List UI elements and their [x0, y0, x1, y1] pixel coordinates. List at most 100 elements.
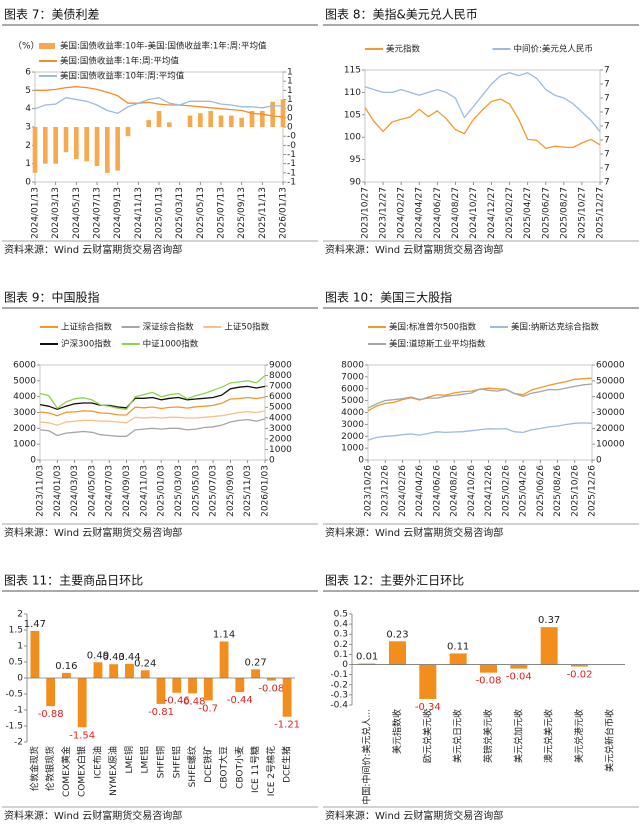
x-tick-label: 2024/05/13	[72, 187, 82, 239]
x-tick-label: 2026/01/03	[261, 465, 271, 517]
x-tick-label: 2024/06/27	[433, 187, 443, 239]
series-line	[39, 410, 266, 426]
bar	[146, 120, 151, 127]
x-tick-label: 2025/12/27	[596, 187, 606, 239]
y-tick-label: 3000	[341, 420, 364, 430]
panel-title: 图表 10：美国三大股指	[325, 290, 452, 305]
x-tick-label: ICE 11号糖	[249, 746, 261, 793]
bar	[251, 669, 261, 678]
value-label: 0.16	[55, 661, 77, 672]
legend-label: 美国:国债收益率:10年-美国:国债收益率:1年:周:平均值	[60, 41, 267, 52]
x-tick-label: 2025/10/27	[577, 187, 587, 239]
x-tick-label: 2024/01/13	[31, 187, 41, 239]
y-tick-label: 1000	[13, 440, 36, 450]
y-tick-label: 0	[342, 660, 348, 670]
y2-tick-label: 6000	[269, 392, 292, 402]
series-line	[35, 86, 284, 118]
x-tick-label: 2024/06/26	[432, 465, 442, 517]
panel-title: 图表 7：美债利差	[4, 8, 99, 22]
value-label: -0.02	[567, 670, 593, 681]
y-tick-label: 0	[358, 456, 364, 466]
x-tick-label: 2024/04/27	[415, 187, 425, 239]
x-tick-label: 2025/01/03	[157, 465, 167, 517]
x-tick-label: 美元兑加元收	[512, 709, 524, 763]
legend-label: 上证50指数	[224, 322, 269, 333]
value-label: 0.27	[244, 657, 266, 668]
y-tick-label: 5000	[341, 396, 364, 406]
series-line	[39, 385, 266, 410]
y-tick-label: 0.4	[334, 620, 349, 630]
y-tick-label: 110	[344, 88, 361, 98]
value-label: 0.37	[538, 615, 560, 626]
bar	[389, 641, 406, 665]
y2-tick-label: 7	[604, 94, 610, 104]
x-tick-label: SHFE铝	[170, 746, 182, 778]
x-tick-label: LME铜	[123, 746, 135, 773]
y2-tick-label: -1	[287, 159, 296, 169]
y2-tick-label: 0	[287, 104, 293, 114]
bar	[53, 127, 58, 164]
series-line	[367, 383, 593, 409]
bar	[571, 664, 588, 667]
x-tick-label: ICE布油	[91, 746, 103, 779]
legend-label: 美元指数	[386, 44, 421, 55]
y-tick-label: 5000	[13, 376, 36, 386]
y2-tick-label: -1	[287, 178, 296, 188]
y-tick-label: 1	[25, 159, 31, 169]
y2-tick-label: 7	[604, 150, 610, 160]
x-tick-label: DCE铁矿	[202, 746, 214, 783]
bar	[198, 113, 203, 127]
series-line	[367, 377, 593, 412]
x-tick-label: 伦敦银现货	[44, 746, 56, 791]
bar	[239, 117, 244, 127]
legend-label: 美国:道琼斯工业平均指数	[389, 339, 486, 350]
y-tick-label: -0.2	[330, 680, 348, 690]
y2-tick-label: 0	[269, 456, 275, 466]
source-note: 资料来源：Wind 云财富期货交易咨询部	[325, 243, 503, 256]
bar	[46, 678, 56, 707]
x-tick-label: 2025/06/26	[536, 465, 546, 517]
y2-tick-label: 0	[287, 113, 293, 123]
bar	[358, 663, 376, 665]
bar	[449, 653, 467, 665]
value-label: -0.7	[199, 703, 219, 714]
x-tick-label: 2024/09/13	[113, 187, 123, 239]
y2-tick-label: 1	[287, 86, 293, 96]
y-tick-label: 2	[17, 610, 23, 620]
y-tick-label: 115	[344, 66, 361, 76]
series-line	[39, 375, 266, 410]
y-tick-label: -1.5	[5, 722, 23, 732]
bar	[93, 662, 103, 678]
x-tick-label: 伦敦金现货	[28, 746, 40, 791]
y-tick-label: 1.5	[9, 626, 23, 636]
bar	[156, 110, 162, 127]
x-tick-label: 2025/08/26	[553, 465, 563, 517]
bar	[282, 678, 292, 717]
bar	[140, 670, 150, 678]
y-tick-label: 0.1	[334, 650, 348, 660]
x-tick-label: 2026/01/13	[279, 187, 289, 239]
y-tick-label: 105	[344, 110, 361, 120]
x-tick-label: 2024/08/26	[450, 465, 460, 517]
x-tick-label: 2024/10/27	[469, 187, 479, 239]
x-tick-label: SHFE铜	[155, 746, 167, 778]
bar	[94, 127, 100, 166]
y-tick-label: 95	[350, 155, 361, 165]
value-label: -0.88	[38, 709, 64, 720]
y-tick-label: 0.3	[334, 630, 348, 640]
y2-tick-label: -0	[287, 132, 296, 142]
legend-label: 美国:国债收益率:10年:周:平均值	[60, 71, 185, 82]
y2-tick-label: 8000	[269, 371, 292, 381]
bar	[105, 127, 110, 173]
value-label: -1.21	[274, 720, 300, 731]
y2-tick-label: 0	[596, 456, 602, 466]
y2-tick-label: 20000	[596, 424, 625, 434]
plot-frame	[364, 69, 601, 183]
x-tick-label: 美元兑日元收	[452, 709, 464, 763]
bar	[260, 110, 265, 127]
y-tick-label: 4	[25, 104, 31, 114]
y2-tick-label: 7	[604, 164, 610, 174]
value-label: 0.01	[356, 652, 378, 663]
x-tick-label: 英镑兑美元收	[482, 709, 494, 763]
